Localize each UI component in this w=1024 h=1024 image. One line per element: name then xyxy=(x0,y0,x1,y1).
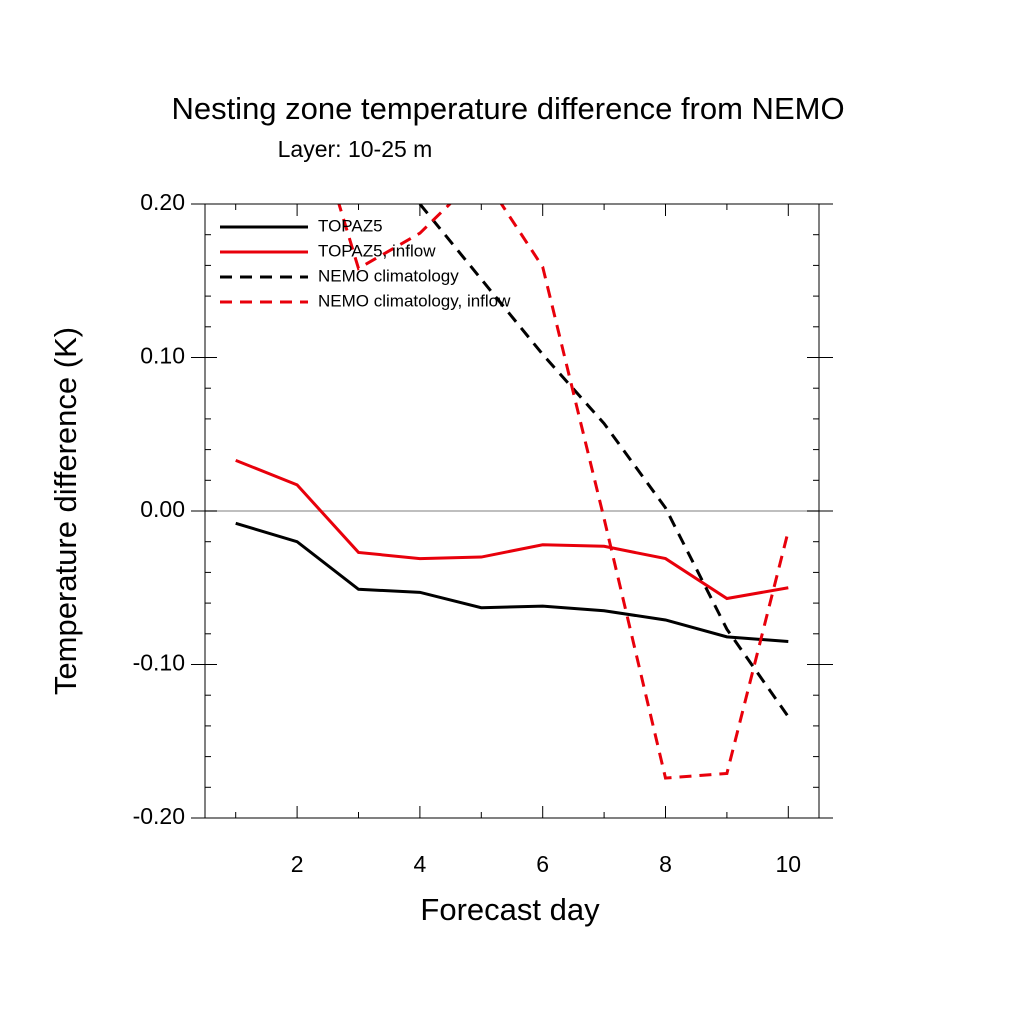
series-line xyxy=(235,521,789,643)
legend-label: NEMO climatology, inflow xyxy=(318,291,511,310)
legend-label: NEMO climatology xyxy=(318,266,459,285)
x-tick-label: 10 xyxy=(776,851,802,877)
y-axis-label: Temperature difference (K) xyxy=(48,327,83,695)
x-tick-label: 4 xyxy=(414,851,427,877)
y-tick-label: 0.10 xyxy=(140,343,185,369)
y-tick-label: -0.20 xyxy=(133,803,185,829)
legend-label: TOPAZ5 xyxy=(318,216,383,235)
x-tick-label: 2 xyxy=(291,851,304,877)
x-axis-label: Forecast day xyxy=(420,892,600,927)
y-tick-label: -0.10 xyxy=(133,650,185,676)
legend-label: TOPAZ5, inflow xyxy=(318,241,436,260)
x-tick-label: 6 xyxy=(536,851,549,877)
x-tick-label: 8 xyxy=(659,851,672,877)
plot-frame xyxy=(204,203,820,819)
series-line xyxy=(235,458,789,601)
y-tick-label: 0.00 xyxy=(140,496,185,522)
series-line xyxy=(418,204,790,718)
y-tick-label: 0.20 xyxy=(140,189,185,215)
chart-title: Nesting zone temperature difference from… xyxy=(171,91,844,126)
series-line xyxy=(337,204,790,780)
plot-area xyxy=(235,204,790,780)
chart-subtitle: Layer: 10-25 m xyxy=(278,136,433,162)
